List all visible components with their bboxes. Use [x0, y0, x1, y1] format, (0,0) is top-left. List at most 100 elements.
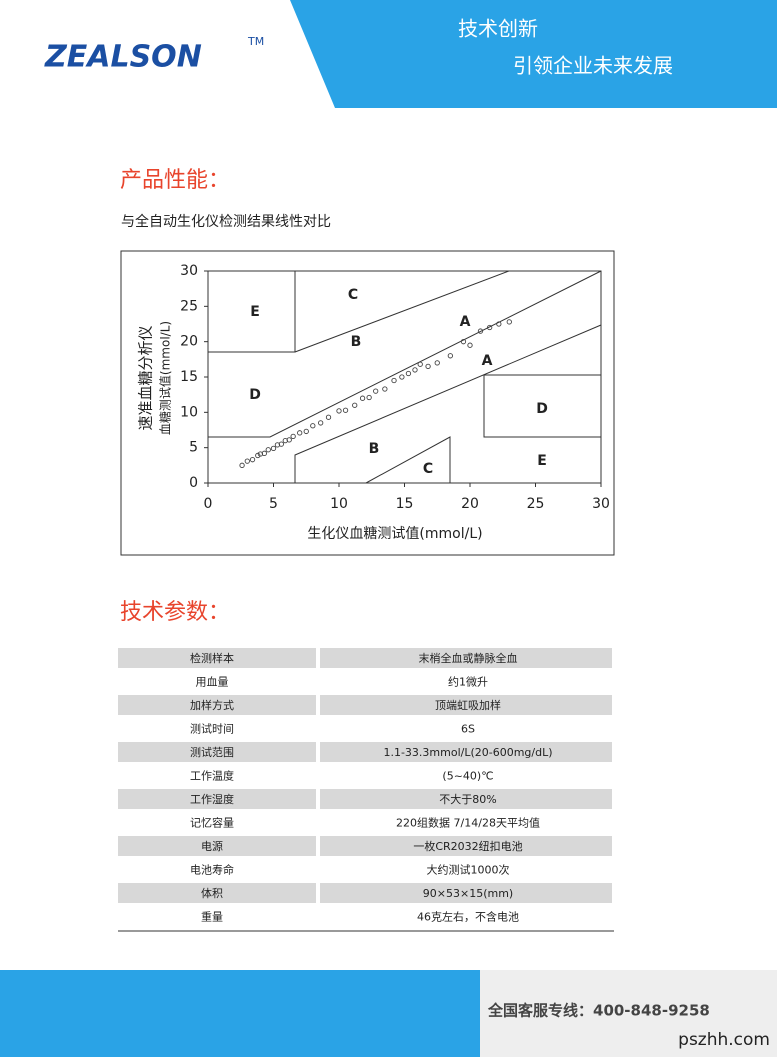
zone-label: C	[423, 461, 433, 477]
point	[477, 328, 484, 334]
x-tick-label: 30	[592, 496, 610, 512]
point	[286, 437, 292, 443]
point	[391, 377, 397, 384]
slogan: 引领企业未来发展	[513, 54, 673, 78]
zone-label: D	[536, 401, 548, 417]
zone-line	[483, 374, 601, 438]
row-shade	[320, 789, 612, 809]
param-name: 体积	[201, 886, 223, 900]
zone-lines	[208, 270, 602, 484]
y-axis-label: 速准血糖分析仪	[137, 325, 155, 430]
row-shade	[320, 883, 612, 903]
row-shade	[118, 883, 316, 903]
param-name: 电池寿命	[190, 863, 234, 877]
row-shade	[320, 648, 612, 668]
row-shade	[118, 695, 316, 715]
param-name: 电源	[201, 839, 223, 853]
param-value: 顶端虹吸加样	[435, 698, 501, 712]
x-axis-label: 生化仪血糖测试值(mmol/L)	[307, 526, 482, 542]
chart-frame	[120, 250, 615, 556]
point	[352, 402, 358, 408]
param-value: 末梢全血或静脉全血	[419, 651, 518, 665]
point	[405, 370, 412, 377]
slogan: 技术创新	[458, 17, 538, 41]
zone-label: E	[250, 304, 260, 320]
param-value: (5~40)℃	[442, 770, 493, 783]
point	[417, 361, 423, 367]
point	[270, 445, 277, 452]
point	[496, 321, 502, 327]
row-shade	[118, 742, 316, 762]
point	[290, 433, 296, 440]
point	[336, 408, 342, 414]
point	[297, 430, 303, 436]
row-shade	[118, 648, 316, 668]
y-tick-label: 10	[180, 404, 198, 420]
zone-label: D	[249, 387, 261, 403]
y-tick-label: 5	[189, 440, 198, 456]
point	[399, 374, 405, 380]
zone-label: B	[351, 334, 362, 350]
param-name: 测试时间	[190, 723, 234, 736]
param-name: 工作温度	[190, 769, 234, 783]
point	[434, 360, 440, 366]
x-tick-label: 25	[527, 496, 545, 512]
param-name: 测试范围	[190, 745, 234, 759]
param-value: 大约测试1000次	[427, 863, 510, 877]
point	[412, 367, 418, 373]
param-value: 220组数据 7/14/28天平均值	[396, 816, 540, 830]
zone-line	[208, 270, 602, 438]
point	[460, 339, 467, 345]
y-tick-label: 30	[180, 263, 198, 279]
point	[244, 458, 250, 464]
param-value: 1.1-33.3mmol/L(20-600mg/dL)	[383, 746, 552, 759]
zone-line	[294, 270, 510, 353]
point	[366, 394, 372, 401]
param-value: 不大于80%	[439, 792, 496, 806]
point	[265, 447, 271, 453]
y-tick-label: 0	[189, 475, 198, 491]
point	[359, 395, 366, 401]
point	[255, 452, 261, 459]
point	[310, 423, 316, 429]
zone-label: E	[537, 453, 547, 469]
trademark: TM	[247, 35, 264, 48]
y-tick-label: 25	[180, 298, 198, 314]
param-name: 用血量	[196, 675, 229, 689]
section-subtitle: 与全自动生化仪检测结果线性对比	[121, 213, 331, 230]
point	[249, 457, 256, 463]
x-tick-label: 15	[396, 496, 414, 512]
param-value: 46克左右，不含电池	[417, 910, 519, 924]
zone-label: C	[348, 287, 358, 303]
point	[373, 388, 379, 394]
y-tick-label: 15	[180, 369, 198, 385]
param-name: 记忆容量	[190, 816, 234, 830]
point	[382, 386, 388, 392]
row-shade	[320, 695, 612, 715]
x-tick-label: 20	[461, 496, 479, 512]
param-name: 检测样本	[190, 651, 234, 665]
row-shade	[118, 789, 316, 809]
zone-label: A	[460, 314, 471, 330]
param-name: 重量	[201, 910, 223, 924]
footer-band	[0, 970, 480, 1057]
param-value: 6S	[461, 723, 475, 736]
row-shade	[320, 742, 612, 762]
point	[318, 420, 324, 426]
section-title: 产品性能：	[120, 168, 230, 193]
plot: E C B A D A D B C E 0 5 10 15 20 25 30 0 5 10 15 20…	[180, 263, 610, 512]
header-band	[290, 0, 777, 108]
param-name: 工作湿度	[190, 792, 234, 806]
param-value: 一枚CR2032纽扣电池	[413, 839, 522, 853]
zone-line	[294, 324, 602, 483]
point	[325, 414, 332, 420]
y-axis-label: 血糖测试值(mmol/L)	[158, 321, 173, 435]
point	[486, 324, 493, 331]
point	[261, 450, 267, 456]
watermark: pszhh.com	[678, 1030, 770, 1050]
section-title: 技术参数：	[120, 600, 230, 625]
point	[506, 319, 512, 325]
